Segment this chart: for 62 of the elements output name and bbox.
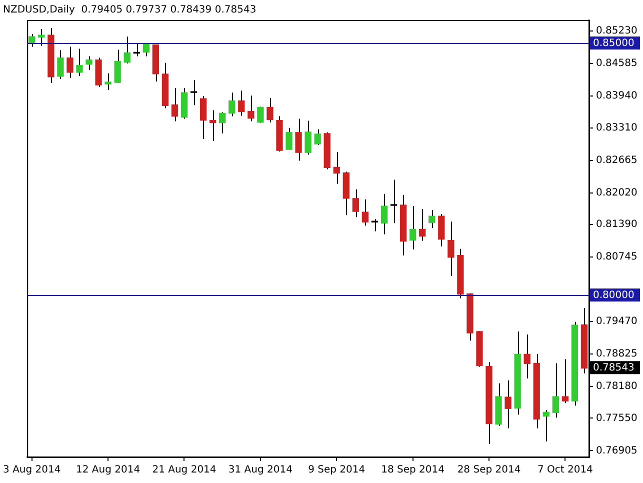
text: 0.78543	[593, 362, 634, 374]
candlestick	[380, 193, 388, 235]
candlestick	[409, 205, 416, 250]
y-tick-label: 0.78180	[596, 381, 638, 392]
candlestick	[248, 95, 254, 122]
y-tick-label: 0.77550	[596, 412, 638, 424]
candlestick	[428, 210, 436, 229]
y-tick-label: 0.85230	[596, 26, 638, 37]
candlestick	[524, 334, 530, 379]
x-tick-label: 31 Aug 2014	[228, 464, 292, 476]
candlestick	[142, 44, 150, 57]
candlestick	[66, 46, 74, 78]
candlestick	[552, 362, 559, 418]
y-tick-label: 0.82665	[596, 154, 638, 166]
y-tick-label: 0.81390	[596, 219, 638, 230]
candlestick	[200, 96, 207, 140]
candlestick	[124, 36, 130, 64]
candlestick	[438, 214, 445, 247]
candlestick	[352, 188, 360, 218]
x-tick-label: 21 Aug 2014	[152, 464, 216, 476]
candlestick	[57, 50, 64, 80]
candlestick	[542, 410, 550, 442]
candlestick	[504, 380, 512, 429]
candlestick	[362, 198, 369, 226]
y-tick-label: 0.83940	[596, 90, 638, 102]
candlestick	[76, 48, 83, 76]
candlestick	[314, 128, 321, 146]
y-tick-label: 0.79470	[596, 316, 638, 328]
candlestick	[228, 92, 236, 117]
y-tick-label: 0.76905	[596, 445, 638, 456]
candlestick	[448, 221, 454, 277]
y-tick-label: 0.82020	[596, 187, 638, 198]
x-tick-label: 12 Aug 2014	[76, 464, 140, 476]
x-tick-label: 18 Sep 2014	[381, 464, 445, 476]
candlestick	[390, 179, 398, 224]
candlestick	[295, 118, 302, 162]
ref-line-label: 0.80000	[593, 290, 634, 302]
candlestick	[38, 28, 45, 46]
candlestick	[257, 106, 264, 124]
candlestick	[266, 98, 274, 123]
y-tick-label: 0.80745	[596, 252, 638, 263]
candlestick	[114, 49, 121, 84]
candlestick	[171, 88, 178, 122]
candlestick	[419, 208, 426, 242]
candlestick	[86, 56, 92, 70]
candlestick	[219, 112, 226, 134]
x-tick-label: 28 Sep 2014	[457, 464, 521, 476]
candlestick	[209, 110, 216, 142]
x-tick-label: 3 Aug 2014	[3, 464, 61, 476]
chart-title: NZDUSD,Daily 0.79405 0.79737 0.78439 0.78543	[3, 4, 256, 16]
ref-line-label: 0.85000	[593, 38, 634, 50]
y-tick-label: 0.84585	[596, 58, 638, 70]
candlestick	[333, 152, 340, 184]
candlestick	[286, 127, 292, 150]
candlestick	[104, 72, 112, 91]
candlestick	[562, 358, 569, 404]
candlestick	[238, 90, 245, 116]
x-tick-label: 9 Sep 2014	[308, 464, 366, 476]
candlestick	[304, 120, 312, 156]
y-tick-label: 0.83310	[596, 122, 638, 134]
y-tick-label: 0.78825	[596, 348, 638, 360]
x-tick-label: 7 Oct 2014	[537, 464, 593, 476]
